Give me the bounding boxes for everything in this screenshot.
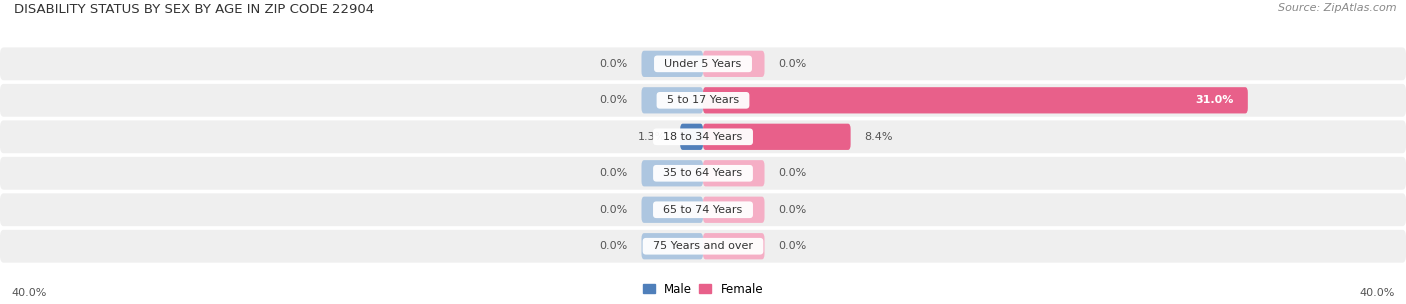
- Text: 31.0%: 31.0%: [1195, 95, 1234, 105]
- Text: 0.0%: 0.0%: [779, 59, 807, 69]
- FancyBboxPatch shape: [703, 197, 765, 223]
- FancyBboxPatch shape: [641, 233, 703, 259]
- FancyBboxPatch shape: [703, 233, 765, 259]
- FancyBboxPatch shape: [0, 84, 1406, 117]
- FancyBboxPatch shape: [703, 124, 851, 150]
- FancyBboxPatch shape: [703, 87, 1249, 113]
- FancyBboxPatch shape: [641, 160, 703, 186]
- Text: 0.0%: 0.0%: [599, 241, 627, 251]
- Text: 35 to 64 Years: 35 to 64 Years: [657, 168, 749, 178]
- FancyBboxPatch shape: [0, 193, 1406, 226]
- Text: 65 to 74 Years: 65 to 74 Years: [657, 205, 749, 215]
- FancyBboxPatch shape: [641, 197, 703, 223]
- FancyBboxPatch shape: [0, 230, 1406, 263]
- FancyBboxPatch shape: [0, 157, 1406, 190]
- FancyBboxPatch shape: [641, 87, 703, 113]
- Text: 0.0%: 0.0%: [779, 168, 807, 178]
- Text: 0.0%: 0.0%: [599, 205, 627, 215]
- Text: 40.0%: 40.0%: [1360, 288, 1395, 298]
- Text: Source: ZipAtlas.com: Source: ZipAtlas.com: [1278, 3, 1396, 13]
- Text: 75 Years and over: 75 Years and over: [645, 241, 761, 251]
- FancyBboxPatch shape: [641, 51, 703, 77]
- FancyBboxPatch shape: [0, 120, 1406, 153]
- Text: 8.4%: 8.4%: [865, 132, 893, 142]
- Text: DISABILITY STATUS BY SEX BY AGE IN ZIP CODE 22904: DISABILITY STATUS BY SEX BY AGE IN ZIP C…: [14, 3, 374, 16]
- Text: 5 to 17 Years: 5 to 17 Years: [659, 95, 747, 105]
- FancyBboxPatch shape: [0, 47, 1406, 80]
- Text: 0.0%: 0.0%: [779, 241, 807, 251]
- Text: 40.0%: 40.0%: [11, 288, 46, 298]
- Text: 0.0%: 0.0%: [599, 168, 627, 178]
- FancyBboxPatch shape: [681, 124, 703, 150]
- FancyBboxPatch shape: [703, 160, 765, 186]
- Text: 0.0%: 0.0%: [779, 205, 807, 215]
- FancyBboxPatch shape: [703, 51, 765, 77]
- Text: 18 to 34 Years: 18 to 34 Years: [657, 132, 749, 142]
- Text: 0.0%: 0.0%: [599, 59, 627, 69]
- Text: 0.0%: 0.0%: [599, 95, 627, 105]
- Legend: Male, Female: Male, Female: [641, 280, 765, 298]
- Text: Under 5 Years: Under 5 Years: [658, 59, 748, 69]
- Text: 1.3%: 1.3%: [638, 132, 666, 142]
